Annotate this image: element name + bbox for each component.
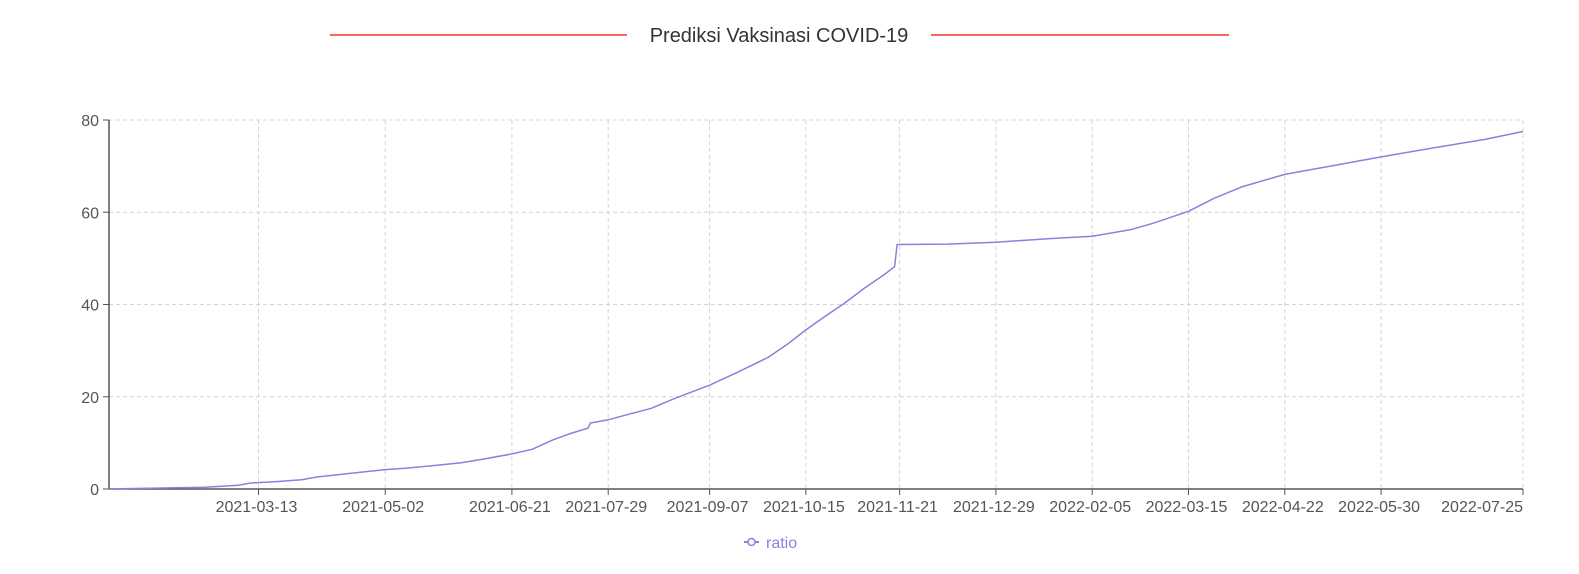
x-tick-label: 2021-09-07 bbox=[667, 499, 749, 516]
x-tick-label: 2021-12-29 bbox=[953, 499, 1035, 516]
series-layer bbox=[108, 130, 1524, 490]
x-tick-label: 2022-02-05 bbox=[1049, 499, 1131, 516]
x-tick-label: 2022-04-22 bbox=[1242, 499, 1324, 516]
x-tick-label: 2021-06-21 bbox=[469, 499, 551, 516]
x-tick-label: 2021-10-15 bbox=[763, 499, 845, 516]
x-tick-label: 2021-03-13 bbox=[216, 499, 298, 516]
y-tick-label: 60 bbox=[81, 205, 99, 222]
x-tick-label: 2022-03-15 bbox=[1146, 499, 1228, 516]
y-axis-ticks: 0 20 40 60 80 bbox=[81, 113, 109, 499]
legend-label: ratio bbox=[766, 535, 797, 552]
x-tick-label: 2021-11-21 bbox=[857, 499, 938, 516]
x-tick-label: 2022-07-25 bbox=[1441, 499, 1523, 516]
legend-marker bbox=[747, 537, 756, 547]
chart-title: Prediksi Vaksinasi COVID-19 bbox=[650, 25, 909, 47]
x-axis-ticks: 2021-03-13 2021-05-02 2021-06-21 2021-07-29… bbox=[216, 489, 1524, 516]
y-tick-label: 20 bbox=[81, 390, 99, 407]
x-tick-label: 2021-07-29 bbox=[565, 499, 647, 516]
legend[interactable]: ratio bbox=[744, 535, 797, 552]
y-tick-label: 80 bbox=[81, 113, 99, 130]
grid bbox=[109, 119, 1524, 489]
x-tick-label: 2021-05-02 bbox=[342, 499, 424, 516]
y-tick-label: 0 bbox=[90, 482, 99, 499]
x-tick-label: 2022-05-30 bbox=[1338, 499, 1420, 516]
series-line-ratio bbox=[108, 130, 1524, 490]
y-tick-label: 40 bbox=[81, 298, 99, 315]
chart-title-group: Prediksi Vaksinasi COVID-19 bbox=[330, 25, 1229, 47]
